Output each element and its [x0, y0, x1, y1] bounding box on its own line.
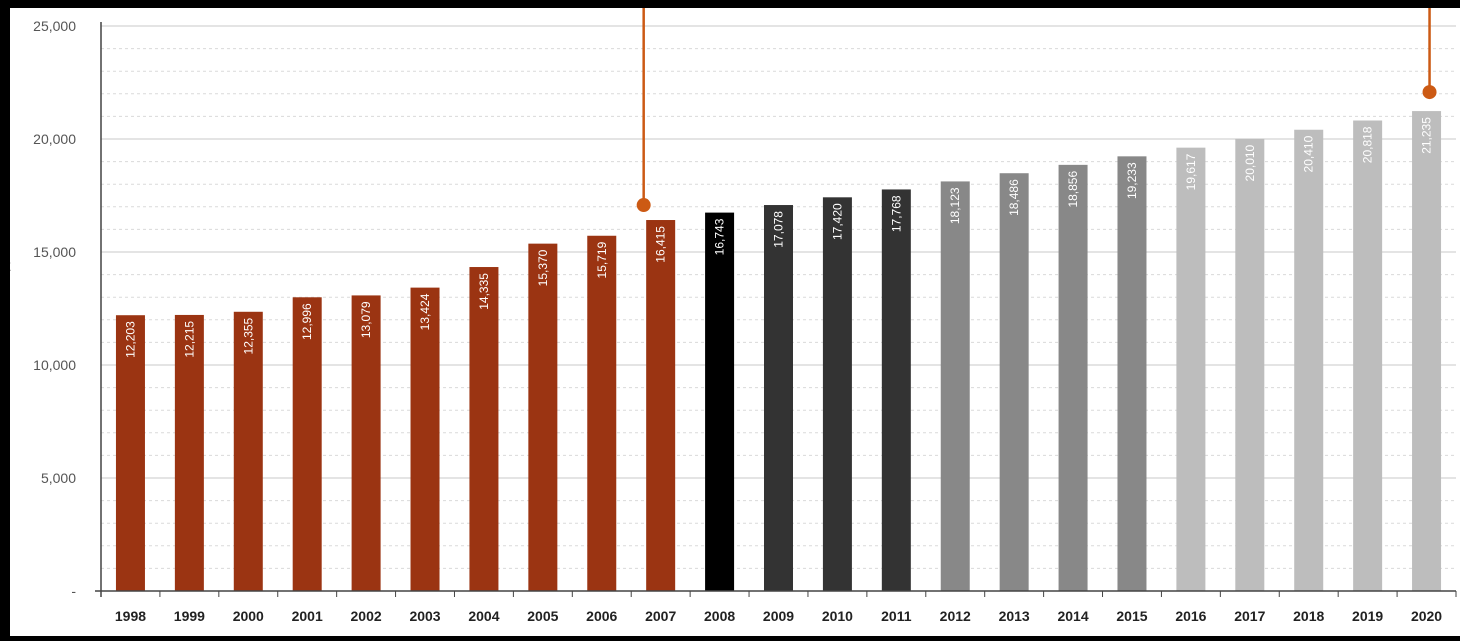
y-axis-label-fragment: t [10, 258, 11, 275]
x-tick-label: 2002 [351, 608, 382, 624]
x-tick-label: 2020 [1411, 608, 1442, 624]
x-tick-label: 2018 [1293, 608, 1324, 624]
x-tick-label: 2012 [940, 608, 971, 624]
data-label: 20,410 [1302, 135, 1316, 172]
chart-frame: -5,000 10,000 15,000 20,000 25,000 12,203 12,… [10, 8, 1460, 636]
x-tick-label: 2015 [1116, 608, 1147, 624]
annotations [636, 8, 1437, 213]
data-label: 15,370 [536, 249, 550, 286]
data-label: 18,486 [1007, 179, 1021, 216]
y-tick-label: 5,000 [41, 470, 76, 486]
bar [410, 287, 440, 591]
x-tick-label: 2004 [468, 608, 499, 624]
bar [999, 173, 1029, 591]
data-label: 13,079 [359, 301, 373, 338]
data-label: 12,996 [300, 303, 314, 340]
bar [822, 197, 852, 592]
data-label: 20,818 [1361, 126, 1375, 163]
x-tick-label: 1998 [115, 608, 146, 624]
data-label: 12,355 [241, 317, 255, 354]
y-tick-label: 25,000 [33, 18, 76, 34]
data-label: 15,719 [595, 241, 609, 278]
x-tick-label: 2014 [1057, 608, 1088, 624]
bar [233, 311, 263, 591]
y-tick-label: 20,000 [33, 131, 76, 147]
y-axis-ticks: - 5,000 10,000 15,000 20,000 25,000 [33, 18, 76, 599]
bar [351, 295, 381, 591]
annotation-dot [636, 198, 651, 213]
data-label: 19,617 [1184, 153, 1198, 190]
data-label: 19,233 [1125, 162, 1139, 199]
bar [646, 220, 676, 591]
x-tick-label: 2016 [1175, 608, 1206, 624]
x-tick-label: 2011 [881, 608, 912, 624]
bar [587, 235, 617, 591]
bar [1235, 138, 1265, 592]
x-tick-label: 2019 [1352, 608, 1383, 624]
gridlines [101, 25, 1456, 569]
data-label: 14,335 [477, 273, 491, 310]
x-tick-label: 2007 [645, 608, 676, 624]
data-label: 16,415 [654, 226, 668, 263]
x-tick-label: 2001 [292, 608, 323, 624]
data-label: 20,010 [1243, 144, 1257, 181]
bar [469, 267, 499, 591]
bar [528, 243, 558, 591]
bar [1353, 120, 1383, 592]
bar [292, 297, 322, 591]
bar [1176, 147, 1206, 591]
data-label: 16,743 [713, 218, 727, 255]
x-tick-label: 2000 [233, 608, 264, 624]
annotation-dot [1422, 85, 1437, 100]
x-tick-label: 2006 [586, 608, 617, 624]
bar [174, 314, 204, 591]
bar [940, 181, 970, 591]
data-label: 12,215 [182, 321, 196, 358]
bar [1412, 111, 1442, 592]
x-tick-label: 2009 [763, 608, 794, 624]
data-labels: 12,203 12,215 12,355 12,996 13,079 13,424 14,3… [123, 117, 1433, 358]
bar [1117, 156, 1147, 591]
x-tick-label: 2017 [1234, 608, 1265, 624]
data-label: 17,420 [830, 203, 844, 240]
data-label: 18,856 [1066, 171, 1080, 208]
data-label: 13,424 [418, 293, 432, 330]
x-tick-label: 2013 [999, 608, 1030, 624]
bar [764, 205, 793, 591]
bar [1294, 129, 1324, 591]
data-label: 17,768 [889, 195, 903, 232]
x-tick-label: 2003 [409, 608, 440, 624]
y-tick-label: 15,000 [33, 244, 76, 260]
y-tick-label: - [71, 583, 76, 599]
data-label: 17,078 [772, 211, 786, 248]
data-label: 21,235 [1420, 117, 1434, 154]
x-tick-label: 2010 [822, 608, 853, 624]
x-tick-label: 2005 [527, 608, 558, 624]
bar [705, 212, 735, 591]
bar [1058, 164, 1088, 591]
x-axis-ticks: 1998 1999 2000 2001 2002 2003 2004 2005 2006 2007… [100, 591, 1457, 624]
bar [881, 189, 911, 591]
data-label: 12,203 [123, 321, 137, 358]
x-tick-label: 2008 [704, 608, 735, 624]
bars [115, 111, 1442, 592]
y-tick-label: 10,000 [33, 357, 76, 373]
bar [115, 315, 145, 591]
x-tick-label: 1999 [174, 608, 205, 624]
data-label: 18,123 [948, 187, 962, 224]
